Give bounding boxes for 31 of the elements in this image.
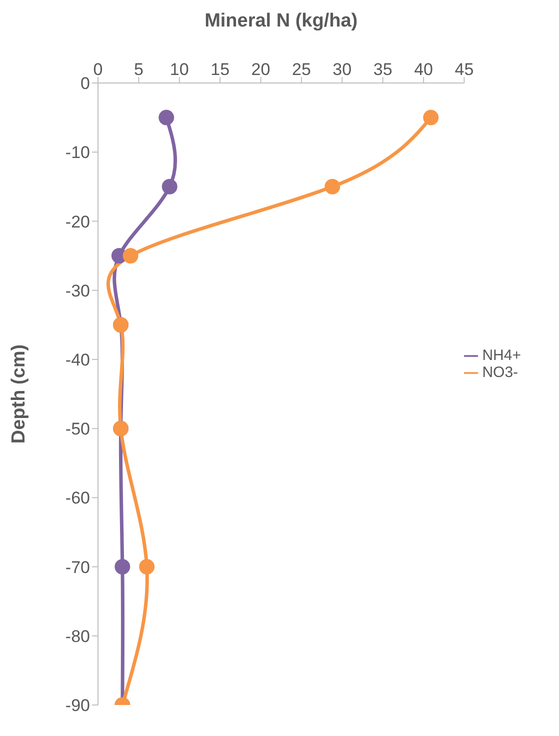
point (162, 178, 178, 194)
point (122, 248, 138, 264)
y-tick-label: -90 (65, 696, 90, 716)
x-tick-label: 30 (332, 60, 352, 79)
x-axis-title: Mineral N (kg/ha) (204, 10, 358, 32)
point (423, 110, 439, 126)
point (114, 559, 130, 575)
y-tick-label: -30 (65, 281, 90, 300)
legend-label: NO3- (482, 364, 518, 381)
x-tick-label: 5 (134, 60, 144, 79)
legend-label: NH4+ (482, 347, 521, 364)
y-tick-label: 0 (80, 74, 90, 94)
x-tick-label: 25 (292, 60, 311, 79)
x-tick-label: 15 (210, 60, 230, 79)
y-tick-label: -20 (65, 212, 90, 232)
point (324, 178, 340, 194)
y-tick-label: -10 (65, 143, 90, 162)
point (139, 559, 155, 575)
x-tick-label: 35 (373, 60, 392, 79)
y-tick-label: -60 (65, 488, 90, 508)
y-axis-title: Depth (cm) (8, 344, 30, 444)
x-tick-label: 10 (170, 60, 189, 79)
x-tick-label: 45 (454, 60, 474, 79)
y-tick-label: -80 (65, 626, 90, 646)
y-tick-label: -40 (65, 350, 90, 370)
x-tick-label: 40 (414, 60, 433, 79)
x-tick-label: 20 (251, 60, 270, 79)
y-tick-label: -50 (65, 420, 90, 439)
y-tick-label: -70 (65, 558, 90, 577)
x-tick-label: 0 (93, 60, 103, 79)
point (158, 110, 174, 126)
